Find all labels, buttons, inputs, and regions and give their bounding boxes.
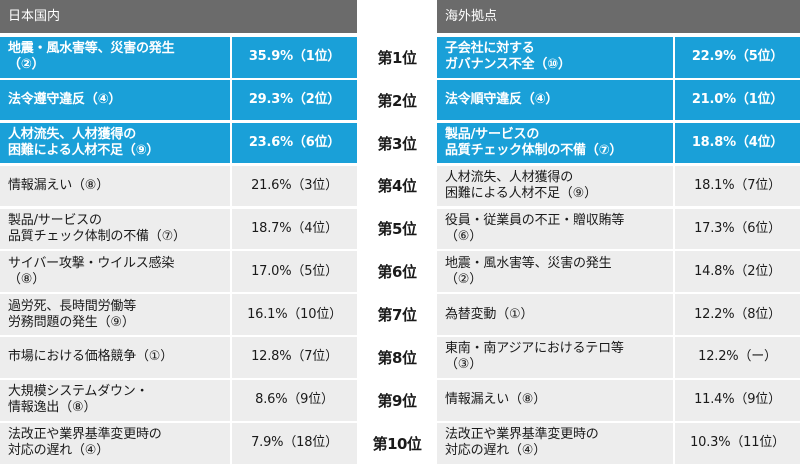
domestic-risk-label: 過労死、長時間労働等 労務問題の発生（⑨） [0,294,230,335]
domestic-risk-label: 情報漏えい（⑧） [0,165,230,207]
overseas-risk-label: 法令順守違反（④） [437,79,673,121]
domestic-risk-row: 製品/サービスの 品質チェック体制の不備（⑦） 18.7%（4位） [0,208,357,250]
domestic-risk-row: サイバー攻撃・ウイルス感染 （⑧） 17.0%（5位） [0,251,357,292]
overseas-risk-row: 役員・従業員の不正・贈収賄等 （⑥） 17.3%（6位） [437,208,800,250]
domestic-panel: 日本国内 地震・風水害等、災害の発生 （②） 35.9%（1位） 法令遵守違反（④）… [0,0,357,466]
domestic-rows: 地震・風水害等、災害の発生 （②） 35.9%（1位） 法令遵守違反（④） 29.3%… [0,37,357,464]
rank-label: 第1位 [377,48,417,67]
overseas-risk-label: 東南・南アジアにおけるテロ等 （③） [437,337,673,378]
domestic-risk-percent: 18.7%（4位） [232,208,357,250]
overseas-risk-percent: 17.3%（6位） [675,208,800,250]
domestic-risk-label: 製品/サービスの 品質チェック体制の不備（⑦） [0,208,230,250]
overseas-risk-label: 人材流失、人材獲得の 困難による人材不足（⑨） [437,165,673,207]
domestic-risk-label: 地震・風水害等、災害の発生 （②） [0,37,230,78]
domestic-risk-label: 市場における価格競争（①） [0,337,230,378]
overseas-rows: 子会社に対する ガバナンス不全（⑩） 22.9%（5位） 法令順守違反（④） 21.0… [437,37,800,464]
domestic-risk-percent: 35.9%（1位） [232,37,357,78]
rank-label: 第3位 [377,134,417,153]
domestic-risk-percent: 12.8%（7位） [232,337,357,378]
rank-label: 第6位 [377,263,417,282]
domestic-risk-label: 法令遵守違反（④） [0,79,230,121]
overseas-risk-row: 為替変動（①） 12.2%（8位） [437,294,800,335]
domestic-risk-percent: 7.9%（18位） [232,423,357,464]
domestic-risk-label: 大規模システムダウン・ 情報逸出（⑧） [0,380,230,421]
domestic-risk-label: サイバー攻撃・ウイルス感染 （⑧） [0,251,230,292]
domestic-risk-percent: 16.1%（10位） [232,294,357,335]
domestic-risk-percent: 17.0%（5位） [232,251,357,292]
domestic-risk-percent: 29.3%（2位） [232,79,357,121]
overseas-risk-row: 法改正や業界基準変更時の 対応の遅れ（④） 10.3%（11位） [437,423,800,464]
domestic-risk-label: 人材流失、人材獲得の 困難による人材不足（⑨） [0,122,230,164]
rank-label: 第7位 [377,306,417,325]
overseas-risk-row: 人材流失、人材獲得の 困難による人材不足（⑨） 18.1%（7位） [437,165,800,207]
domestic-risk-row: 大規模システムダウン・ 情報逸出（⑧） 8.6%（9位） [0,380,357,421]
overseas-risk-label: 法改正や業界基準変更時の 対応の遅れ（④） [437,423,673,464]
domestic-risk-row: 人材流失、人材獲得の 困難による人材不足（⑨） 23.6%（6位） [0,122,357,164]
overseas-risk-label: 役員・従業員の不正・贈収賄等 （⑥） [437,208,673,250]
rank-column: 第1位第2位第3位第4位第5位第6位第7位第8位第9位第10位 [357,37,437,466]
overseas-risk-row: 情報漏えい（⑧） 11.4%（9位） [437,380,800,421]
domestic-risk-row: 地震・風水害等、災害の発生 （②） 35.9%（1位） [0,37,357,78]
overseas-risk-label: 為替変動（①） [437,294,673,335]
overseas-risk-label: 地震・風水害等、災害の発生 （②） [437,251,673,292]
domestic-risk-row: 情報漏えい（⑧） 21.6%（3位） [0,165,357,207]
domestic-risk-percent: 21.6%（3位） [232,165,357,207]
overseas-risk-percent: 12.2%（8位） [675,294,800,335]
overseas-risk-row: 製品/サービスの 品質チェック体制の不備（⑦） 18.8%（4位） [437,122,800,164]
overseas-risk-row: 法令順守違反（④） 21.0%（1位） [437,79,800,121]
domestic-header: 日本国内 [0,0,357,33]
overseas-panel: 海外拠点 子会社に対する ガバナンス不全（⑩） 22.9%（5位） 法令順守違反（④… [437,0,800,466]
overseas-risk-row: 地震・風水害等、災害の発生 （②） 14.8%（2位） [437,251,800,292]
overseas-risk-percent: 22.9%（5位） [675,37,800,78]
overseas-risk-label: 情報漏えい（⑧） [437,380,673,421]
domestic-risk-label: 法改正や業界基準変更時の 対応の遅れ（④） [0,423,230,464]
rank-label: 第9位 [377,391,417,410]
rank-label: 第8位 [377,348,417,367]
overseas-risk-row: 子会社に対する ガバナンス不全（⑩） 22.9%（5位） [437,37,800,78]
domestic-risk-row: 法令遵守違反（④） 29.3%（2位） [0,79,357,121]
overseas-risk-percent: 14.8%（2位） [675,251,800,292]
overseas-risk-row: 東南・南アジアにおけるテロ等 （③） 12.2%（ー） [437,337,800,378]
overseas-risk-percent: 18.1%（7位） [675,165,800,207]
overseas-risk-percent: 18.8%（4位） [675,122,800,164]
domestic-risk-row: 市場における価格競争（①） 12.8%（7位） [0,337,357,378]
domestic-risk-row: 法改正や業界基準変更時の 対応の遅れ（④） 7.9%（18位） [0,423,357,464]
overseas-risk-percent: 12.2%（ー） [675,337,800,378]
overseas-risk-percent: 11.4%（9位） [675,380,800,421]
domestic-risk-percent: 8.6%（9位） [232,380,357,421]
rank-label: 第10位 [372,434,422,453]
rank-label: 第2位 [377,91,417,110]
overseas-risk-percent: 10.3%（11位） [675,423,800,464]
domestic-risk-percent: 23.6%（6位） [232,122,357,164]
overseas-risk-label: 子会社に対する ガバナンス不全（⑩） [437,37,673,78]
rank-label: 第4位 [377,177,417,196]
rank-label: 第5位 [377,220,417,239]
domestic-risk-row: 過労死、長時間労働等 労務問題の発生（⑨） 16.1%（10位） [0,294,357,335]
overseas-risk-percent: 21.0%（1位） [675,79,800,121]
overseas-header: 海外拠点 [437,0,800,33]
overseas-risk-label: 製品/サービスの 品質チェック体制の不備（⑦） [437,122,673,164]
